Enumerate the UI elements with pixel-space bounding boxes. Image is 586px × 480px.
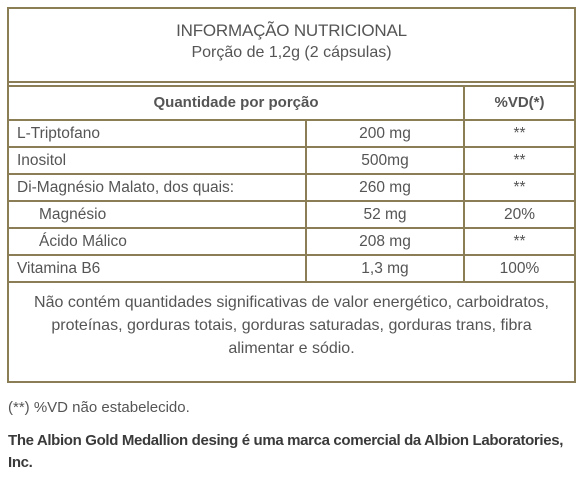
column-divider — [305, 175, 307, 202]
column-divider — [305, 121, 307, 148]
table-title: INFORMAÇÃO NUTRICIONAL — [176, 21, 407, 40]
amount: 200 mg — [359, 125, 411, 142]
table-row: L-Triptofano 200 mg ** — [9, 121, 574, 148]
note: The Albion Gold Medallion desing é uma m… — [8, 432, 564, 471]
column-header: Quantidade por porção %VD(*) — [9, 85, 574, 121]
daily-value: ** — [513, 179, 526, 196]
nutrient-name: Inositol — [17, 152, 67, 169]
table-row: Inositol 500mg ** — [9, 148, 574, 175]
table-row: Di-Magnésio Malato, dos quais: 260 mg ** — [9, 175, 574, 202]
column-label: %VD(*) — [494, 94, 545, 111]
column-divider — [463, 87, 465, 119]
daily-value: ** — [513, 233, 526, 250]
daily-value: ** — [513, 152, 526, 169]
column-divider — [463, 148, 465, 175]
footnote: Não contém quantidades significativas de… — [34, 294, 549, 357]
amount: 500mg — [361, 152, 409, 169]
amount: 260 mg — [359, 179, 411, 196]
serving-size: Porção de 1,2g (2 cápsulas) — [191, 44, 392, 61]
daily-value: 20% — [503, 206, 536, 223]
column-divider — [305, 229, 307, 256]
column-divider — [463, 121, 465, 148]
nutrition-table: INFORMAÇÃO NUTRICIONAL Porção de 1,2g (2… — [7, 7, 576, 383]
column-divider — [463, 256, 465, 283]
nutrient-name: Ácido Málico — [39, 233, 127, 250]
column-divider — [463, 202, 465, 229]
nutrient-name: Di-Magnésio Malato, dos quais: — [17, 179, 235, 196]
note: (**) %VD não estabelecido. — [8, 399, 190, 416]
amount: 208 mg — [359, 233, 411, 250]
daily-value: ** — [513, 125, 526, 142]
table-row: Ácido Málico 208 mg ** — [9, 229, 574, 256]
column-divider — [305, 148, 307, 175]
nutrient-name: Vitamina B6 — [17, 260, 101, 277]
column-divider — [463, 175, 465, 202]
column-divider — [463, 229, 465, 256]
amount: 52 mg — [363, 206, 407, 223]
table-header: INFORMAÇÃO NUTRICIONAL Porção de 1,2g (2… — [9, 9, 574, 83]
daily-value: 100% — [499, 260, 540, 277]
column-divider — [305, 202, 307, 229]
table-body: L-Triptofano 200 mg ** Inositol 500mg ** Di-Ma… — [9, 121, 574, 283]
column-divider — [305, 256, 307, 283]
amount: 1,3 mg — [361, 260, 409, 277]
nutrient-name: Magnésio — [39, 206, 107, 223]
nutrient-name: L-Triptofano — [17, 125, 100, 142]
table-row: Magnésio 52 mg 20% — [9, 202, 574, 229]
column-label: Quantidade por porção — [153, 94, 319, 111]
table-row: Vitamina B6 1,3 mg 100% — [9, 256, 574, 283]
